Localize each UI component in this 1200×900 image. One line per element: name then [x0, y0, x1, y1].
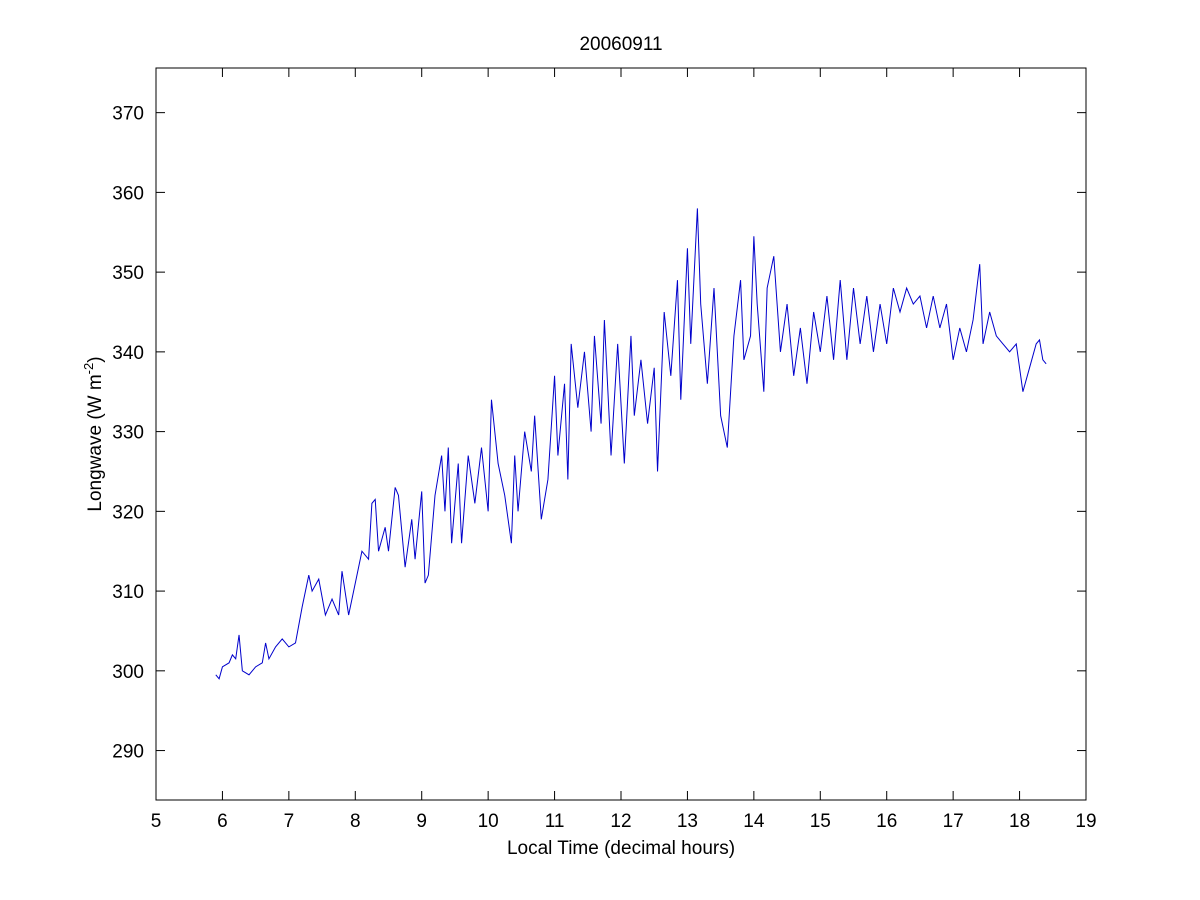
x-tick-label: 14	[743, 811, 765, 832]
x-tick-label: 10	[478, 811, 499, 832]
x-tick-label: 11	[545, 811, 565, 832]
x-tick-label: 6	[217, 811, 228, 832]
x-tick-label: 7	[284, 811, 295, 832]
y-label-sup: -2	[81, 363, 96, 375]
x-tick-label: 9	[416, 811, 427, 832]
x-tick-label: 5	[151, 811, 162, 832]
y-tick-label: 300	[112, 662, 144, 683]
chart-title: 20060911	[579, 34, 662, 55]
plot-frame	[155, 67, 1087, 801]
x-tick-label: 15	[810, 811, 831, 832]
y-tick-label: 320	[112, 502, 144, 523]
x-tick-label: 19	[1075, 811, 1096, 832]
y-tick-label: 350	[112, 263, 144, 284]
x-tick-label: 18	[1009, 811, 1030, 832]
y-tick-label: 340	[112, 343, 144, 364]
x-tick-label: 12	[610, 811, 631, 832]
x-tick-label: 16	[876, 811, 897, 832]
y-tick-label: 290	[112, 742, 144, 763]
y-axis-label: Longwave (W m-2)	[81, 356, 106, 511]
y-tick-label: 370	[112, 104, 144, 125]
y-label-main: Longwave (W m	[85, 374, 106, 511]
y-label-tail: )	[85, 356, 106, 362]
data-line	[215, 208, 1047, 680]
y-tick-label: 360	[112, 183, 144, 204]
x-tick-label: 17	[943, 811, 964, 832]
x-tick-label: 8	[350, 811, 361, 832]
y-tick-label: 310	[112, 582, 144, 603]
x-axis-label: Local Time (decimal hours)	[507, 838, 735, 859]
x-tick-label: 13	[677, 811, 698, 832]
y-tick-label: 330	[112, 423, 144, 444]
